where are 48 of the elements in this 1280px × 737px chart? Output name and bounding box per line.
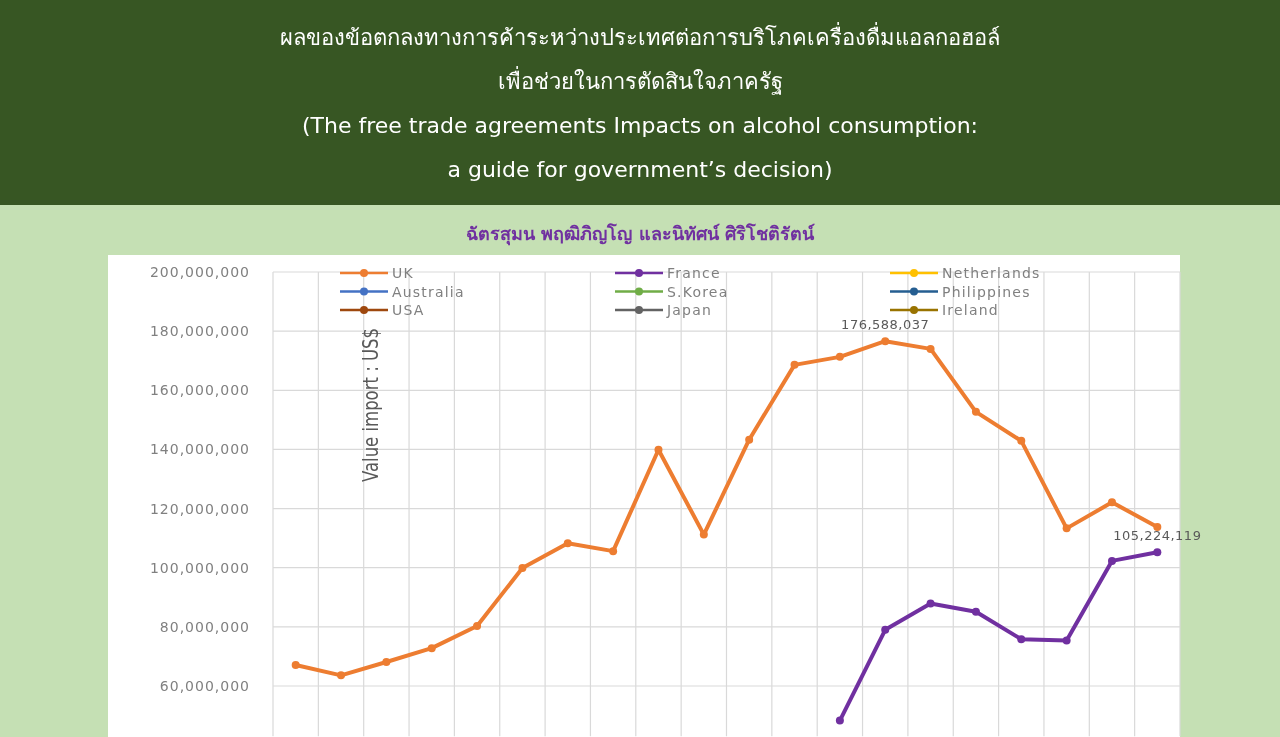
point (609, 547, 618, 556)
point (881, 625, 890, 634)
y-tick-label: 200,000,000 (149, 264, 250, 280)
data-label: 105,224,119 (1113, 528, 1202, 544)
data-label: 176,588,037 (841, 317, 930, 333)
legend-label: USA (392, 302, 425, 318)
point (563, 539, 572, 548)
point (835, 716, 844, 725)
chart-subtitle: ฉัตรสุมน พฤฒิภิญโญ และนิทัศน์ ศิริโชติรัตน์ (466, 223, 815, 246)
y-tick-label: 140,000,000 (149, 441, 250, 458)
point (926, 599, 935, 608)
legend-label: UK (392, 265, 414, 281)
point (1107, 556, 1116, 565)
point (971, 607, 980, 616)
legend-label: Japan (666, 302, 713, 318)
legend-label: Netherlands (942, 265, 1041, 281)
point (518, 564, 527, 572)
point (337, 671, 346, 680)
point (1062, 524, 1071, 533)
point (291, 660, 300, 669)
legend-label: Ireland (942, 302, 999, 318)
y-tick-label: 100,000,000 (149, 559, 250, 576)
point (971, 407, 980, 416)
point (926, 344, 935, 353)
point (745, 435, 754, 444)
y-tick-label: 180,000,000 (149, 323, 250, 340)
y-tick-label: 160,000,000 (149, 382, 250, 399)
legend-label: France (667, 265, 721, 281)
point (1017, 436, 1026, 445)
point (382, 658, 391, 667)
y-tick-label: 120,000,000 (149, 500, 250, 517)
point (1017, 635, 1026, 644)
point (1153, 522, 1162, 531)
y-tick-label: 80,000,000 (159, 618, 250, 635)
legend-label: S.Korea (667, 283, 729, 300)
point (835, 352, 844, 361)
legend-label: Philippines (942, 283, 1031, 300)
point (427, 644, 436, 653)
legend-label: Australia (392, 283, 465, 300)
point (473, 621, 482, 630)
point (1107, 498, 1116, 507)
y-axis-title: Value import : US$ (357, 327, 384, 483)
y-tick-label: 60,000,000 (159, 677, 250, 694)
point (790, 360, 799, 369)
point (881, 337, 890, 346)
point (654, 445, 663, 454)
point (1062, 636, 1071, 645)
point (1153, 548, 1162, 557)
